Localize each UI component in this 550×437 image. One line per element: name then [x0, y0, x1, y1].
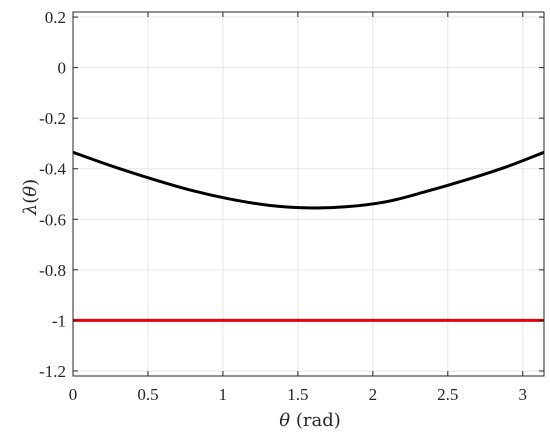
x-tick-label: 0: [69, 385, 78, 404]
y-axis-label-argument: θ: [20, 186, 41, 197]
y-tick-label: -0.6: [39, 210, 66, 229]
x-tick-label: 3: [519, 385, 528, 404]
y-tick-label: -1.2: [39, 362, 66, 381]
x-axis-label-unit: (rad): [290, 410, 341, 431]
x-tick-label: 2.5: [437, 385, 458, 404]
tick-layer: 0 0.5 1 1.5 2 2.5 3 0.2 0 -0.2 -0.4 -0.6 -0.8 -1 -1.2: [39, 8, 544, 404]
y-axis-label-close-paren: ): [20, 179, 41, 186]
plot-frame: [72, 11, 545, 377]
y-tick-label: 0.2: [45, 8, 66, 27]
x-tick-label: 1: [219, 385, 228, 404]
series-line-1: [72, 150, 545, 210]
y-tick-label: -0.4: [39, 160, 66, 179]
y-tick-label: -0.2: [39, 109, 66, 128]
y-tick-label: 0: [58, 59, 67, 78]
x-tick-label: 1.5: [287, 385, 308, 404]
series-layer: [72, 150, 545, 322]
y-axis-label-symbol: λ: [20, 204, 41, 216]
y-tick-label: -1: [52, 311, 66, 330]
y-axis-label: λ(θ): [20, 179, 41, 216]
y-axis-label-open-paren: (: [20, 197, 41, 204]
x-tick-label: 0.5: [137, 385, 158, 404]
y-tick-label: -0.8: [39, 261, 66, 280]
x-axis-label-symbol: θ: [279, 410, 290, 431]
x-tick-label: 2: [369, 385, 378, 404]
x-axis-label: θ (rad): [279, 410, 340, 431]
